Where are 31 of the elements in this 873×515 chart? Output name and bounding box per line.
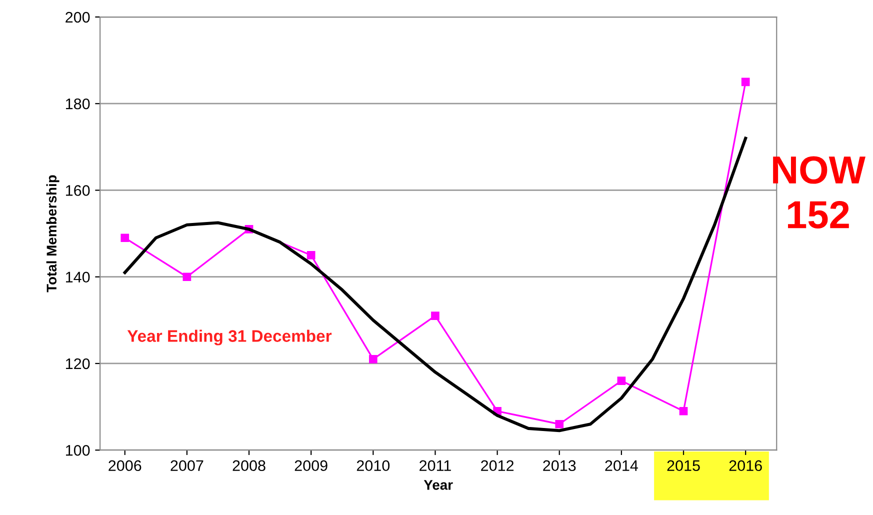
x-tick-label: 2015 <box>667 460 700 472</box>
point <box>182 272 192 282</box>
x-tick-label: 2013 <box>543 460 576 472</box>
x-tick-label: 2010 <box>356 460 390 472</box>
y-tick-label: 160 <box>66 185 90 196</box>
point <box>555 420 564 428</box>
x-tick-label: 2011 <box>420 460 451 472</box>
annotation: NOW 152 <box>773 156 866 228</box>
x-tick-label: 2007 <box>170 460 204 472</box>
point <box>617 376 626 385</box>
y-axis-title: Total Membership <box>46 175 60 292</box>
x-tick-label: 2009 <box>294 460 328 472</box>
x-tick-label: 2014 <box>605 460 638 472</box>
x-tick-label: 2016 <box>729 460 762 472</box>
point <box>368 354 378 364</box>
y-tick-label: 140 <box>66 272 90 283</box>
point <box>679 406 688 416</box>
y-tick-label: 180 <box>66 98 90 110</box>
point <box>120 234 130 242</box>
y-tick-label: 120 <box>66 358 90 370</box>
x-tick-label: 2012 <box>481 460 514 472</box>
x-axis-title: Year <box>424 480 453 490</box>
annotation: Year Ending 31 December <box>127 330 332 346</box>
y-tick-label: 100 <box>66 444 90 456</box>
x-tick-label: 2008 <box>232 460 266 472</box>
x-tick-label: 2006 <box>108 460 142 472</box>
y-tick-label: 200 <box>66 12 90 23</box>
point <box>431 312 440 320</box>
point <box>741 78 750 86</box>
line-series <box>123 136 748 432</box>
point <box>306 251 316 260</box>
